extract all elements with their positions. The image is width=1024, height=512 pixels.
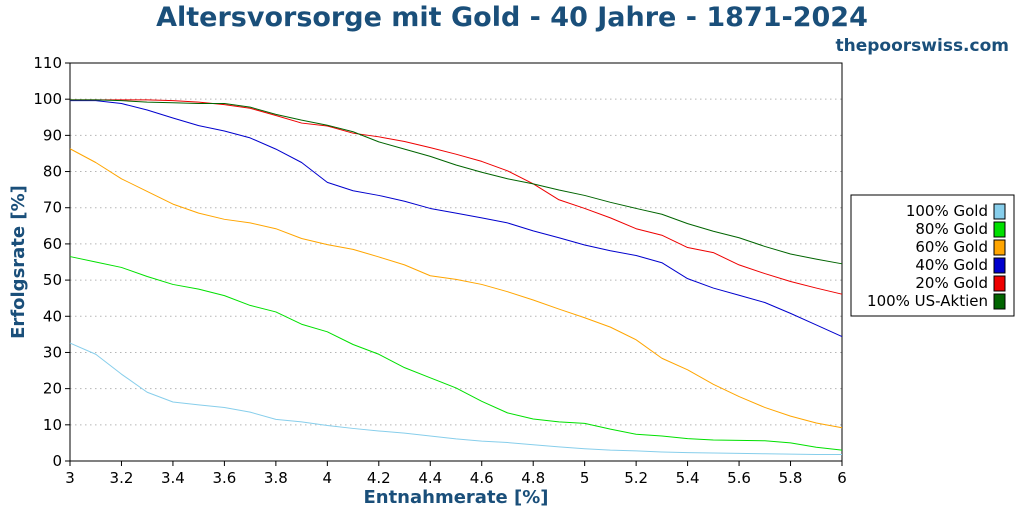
legend-label: 40% Gold (915, 256, 988, 274)
x-axis: 3 3.2 3.4 3.6 3.8 4 4.2 4.4 4.6 4.8 5 5.2 5.4 5.6 5.8 6 (65, 461, 847, 487)
x-tick-label: 4.4 (418, 469, 442, 487)
series-line-20-gold (70, 99, 843, 295)
x-tick-label: 3.4 (161, 469, 185, 487)
x-tick-label: 4 (323, 469, 333, 487)
legend-label: 80% Gold (915, 220, 988, 238)
x-tick-label: 5.8 (779, 469, 803, 487)
y-tick-label: 0 (52, 452, 62, 470)
series-line-40-gold (70, 100, 843, 337)
y-tick-label: 100 (33, 90, 62, 108)
plot-frame (69, 62, 843, 462)
x-tick-label: 4.8 (521, 469, 545, 487)
legend-label: 100% Gold (906, 202, 988, 220)
legend-label: 60% Gold (915, 238, 988, 256)
legend-box (850, 194, 1015, 317)
legend-label: 20% Gold (915, 274, 988, 292)
legend-swatch (993, 203, 1006, 220)
series-line-60-gold (69, 148, 843, 429)
x-tick-label: 5.2 (624, 469, 648, 487)
x-tick-label: 4.6 (470, 469, 494, 487)
x-tick-label: 6 (837, 469, 847, 487)
legend-swatch (993, 239, 1006, 256)
y-axis-title: Erfolgsrate [%] (8, 185, 29, 339)
legend-swatch (993, 275, 1006, 292)
y-tick-label: 110 (33, 54, 62, 72)
y-tick-label: 40 (43, 307, 62, 325)
x-tick-label: 3.6 (212, 469, 236, 487)
x-tick-label: 3.8 (264, 469, 288, 487)
grid-lines (70, 98, 842, 426)
y-tick-label: 30 (43, 343, 62, 361)
y-tick-label: 80 (43, 163, 62, 181)
series-line-80-gold (69, 256, 843, 451)
x-tick-label: 3.2 (110, 469, 134, 487)
x-tick-label: 5.6 (727, 469, 751, 487)
legend-label: 100% US-Aktien (867, 292, 988, 310)
y-axis: 0 10 20 30 40 50 60 70 80 90 100 110 (33, 54, 70, 470)
legend-swatch (993, 257, 1006, 274)
y-tick-label: 20 (43, 380, 62, 398)
x-tick-label: 5 (580, 469, 590, 487)
chart-title: Altersvorsorge mit Gold - 40 Jahre - 187… (156, 2, 868, 33)
series-lines (69, 99, 843, 455)
x-tick-label: 3 (65, 469, 75, 487)
y-tick-label: 10 (43, 416, 62, 434)
series-line-100-us-aktien (70, 99, 843, 265)
legend-swatch (993, 221, 1006, 238)
y-tick-label: 70 (43, 199, 62, 217)
legend-swatch (993, 293, 1006, 310)
x-tick-label: 5.4 (676, 469, 700, 487)
y-tick-label: 90 (43, 126, 62, 144)
series-line-100-gold (69, 342, 842, 455)
y-tick-label: 50 (43, 271, 62, 289)
y-tick-label: 60 (43, 235, 62, 253)
source-label: thepoorswiss.com (836, 36, 1010, 56)
x-axis-title: Entnahmerate [%] (363, 487, 548, 508)
x-tick-label: 4.2 (367, 469, 391, 487)
